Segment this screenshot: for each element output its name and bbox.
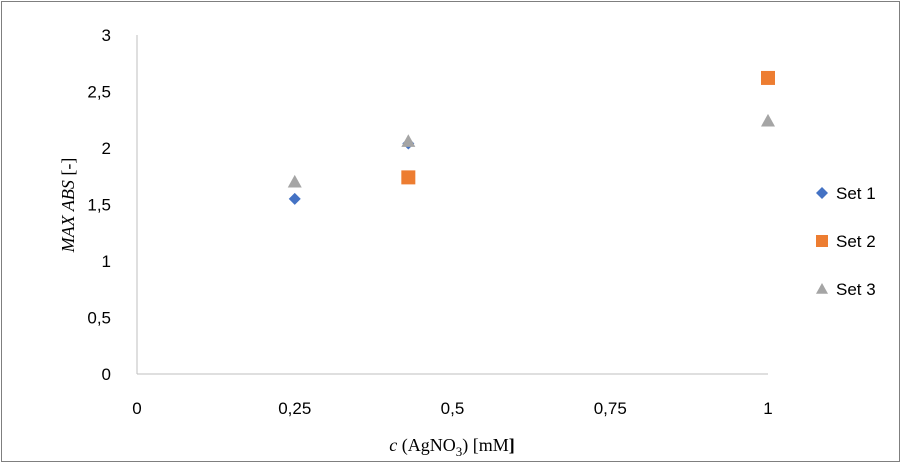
legend-marker (816, 187, 828, 199)
x-tick-label: 0,25 (278, 399, 311, 418)
x-axis-title: c (AgNO3) [mM] (389, 435, 515, 459)
y-tick-label: 2,5 (87, 83, 111, 102)
axes (136, 35, 768, 375)
legend-item: Set 3 (816, 280, 876, 299)
legend-item: Set 1 (816, 184, 876, 203)
legend-marker (816, 283, 828, 294)
x-tick-label: 0,75 (594, 399, 627, 418)
x-tick-labels: 0 0,25 0,5 0,75 1 (132, 399, 772, 418)
legend: Set 1 Set 2 Set 3 (816, 184, 876, 299)
x-tick-label: 1 (763, 399, 772, 418)
data-point-series-3 (401, 134, 416, 147)
y-tick-label: 1 (102, 252, 111, 271)
y-tick-label: 0 (102, 365, 111, 384)
y-tick-label: 3 (102, 26, 111, 45)
data-point-series-3 (287, 174, 302, 188)
y-tick-label: 1,5 (87, 196, 111, 215)
data-point-series-2 (761, 70, 775, 85)
y-axis-title: MAX ABS [-] (58, 158, 78, 254)
data-point-series-1 (288, 192, 301, 205)
y-tick-labels: 0 0,5 1 1,5 2 2,5 3 (87, 26, 111, 384)
data-point-series-2 (401, 170, 416, 185)
legend-item: Set 2 (816, 232, 876, 251)
y-tick-label: 2 (102, 139, 111, 158)
y-tick-label: 0,5 (87, 309, 111, 328)
legend-label: Set 2 (836, 232, 876, 251)
legend-label: Set 1 (836, 184, 876, 203)
legend-label: Set 3 (836, 280, 876, 299)
legend-marker (816, 235, 828, 247)
x-tick-label: 0 (132, 399, 141, 418)
data-points (287, 70, 775, 205)
x-tick-label: 0,5 (441, 399, 465, 418)
data-point-series-3 (761, 113, 775, 127)
